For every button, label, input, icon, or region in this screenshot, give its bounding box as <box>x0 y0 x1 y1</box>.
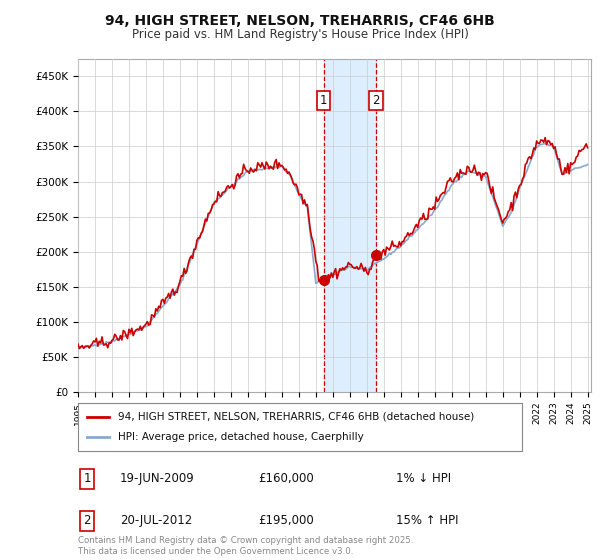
Text: £195,000: £195,000 <box>258 514 314 528</box>
Text: 2: 2 <box>373 95 380 108</box>
Text: Contains HM Land Registry data © Crown copyright and database right 2025.
This d: Contains HM Land Registry data © Crown c… <box>78 536 413 556</box>
Text: 19-JUN-2009: 19-JUN-2009 <box>120 472 195 486</box>
Text: £160,000: £160,000 <box>258 472 314 486</box>
Text: 1% ↓ HPI: 1% ↓ HPI <box>396 472 451 486</box>
Text: 94, HIGH STREET, NELSON, TREHARRIS, CF46 6HB (detached house): 94, HIGH STREET, NELSON, TREHARRIS, CF46… <box>118 412 474 422</box>
Text: Price paid vs. HM Land Registry's House Price Index (HPI): Price paid vs. HM Land Registry's House … <box>131 28 469 41</box>
Text: 1: 1 <box>83 472 91 486</box>
Text: 94, HIGH STREET, NELSON, TREHARRIS, CF46 6HB: 94, HIGH STREET, NELSON, TREHARRIS, CF46… <box>105 14 495 28</box>
Bar <box>323 59 376 392</box>
Text: HPI: Average price, detached house, Caerphilly: HPI: Average price, detached house, Caer… <box>118 432 364 442</box>
Text: 20-JUL-2012: 20-JUL-2012 <box>120 514 192 528</box>
Text: 2: 2 <box>83 514 91 528</box>
Text: 15% ↑ HPI: 15% ↑ HPI <box>396 514 458 528</box>
Text: 1: 1 <box>320 95 328 108</box>
